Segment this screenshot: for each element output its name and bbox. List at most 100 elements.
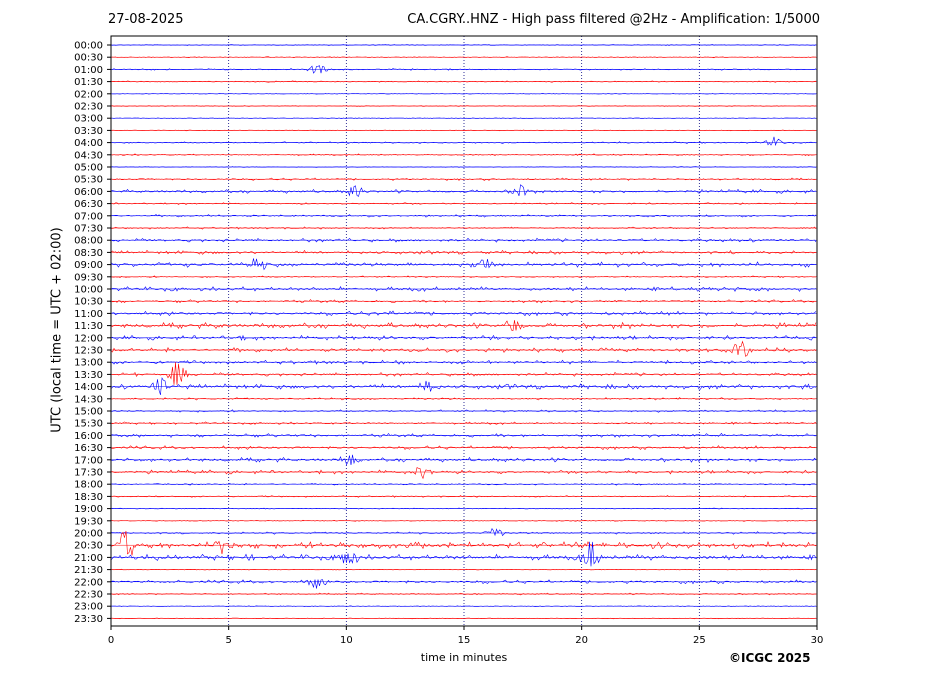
seismic-trace-0830: [110, 249, 816, 255]
seismic-trace-1100: [110, 310, 817, 317]
y-tick-label: 21:30: [74, 565, 103, 576]
seismic-trace-0430: [110, 153, 817, 157]
seismic-trace-2330: [111, 617, 817, 620]
chart-title: CA.CGRY..HNZ - High pass filtered @2Hz -…: [407, 12, 820, 27]
y-tick-label: 14:30: [74, 394, 103, 405]
trace-rows: [111, 44, 817, 619]
seismic-trace-1230: [110, 340, 817, 357]
y-tick-label: 01:30: [74, 77, 103, 88]
copyright-notice: ©ICGC 2025: [729, 651, 811, 665]
seismic-trace-2200: [110, 579, 816, 589]
x-tick-label: 10: [340, 635, 353, 646]
seismic-trace-0200: [110, 93, 817, 95]
y-tick-label: 11:00: [74, 309, 103, 320]
seismic-trace-0500: [110, 166, 817, 168]
y-tick-label: 20:30: [74, 541, 103, 552]
seismic-trace-1330: [110, 362, 817, 385]
seismic-trace-2000: [110, 527, 817, 537]
y-tick-label: 03:30: [74, 126, 103, 137]
seismic-trace-1830: [110, 495, 817, 498]
seismic-trace-0630: [111, 202, 817, 205]
seismic-trace-1930: [110, 519, 817, 522]
y-tick-label: 07:30: [74, 224, 103, 235]
y-tick-label: 02:00: [74, 89, 103, 100]
seismic-trace-1000: [110, 286, 817, 292]
seismic-trace-0800: [110, 237, 817, 243]
y-tick-label: 00:00: [74, 41, 103, 52]
seismic-trace-2300: [110, 605, 817, 607]
y-tick-label: 08:00: [74, 236, 103, 247]
seismic-trace-1300: [110, 359, 817, 365]
plot-date: 27-08-2025: [108, 12, 184, 27]
x-tick-label: 20: [575, 635, 588, 646]
y-tick-label: 17:30: [74, 468, 103, 479]
y-tick-label: 18:30: [74, 492, 103, 503]
y-tick-label: 13:00: [74, 358, 103, 369]
seismic-trace-0300: [111, 117, 817, 119]
seismic-trace-0100: [111, 65, 817, 74]
y-tick-label: 16:30: [74, 443, 103, 454]
seismic-trace-1200: [110, 334, 817, 342]
seismic-trace-1030: [110, 299, 817, 304]
seismic-trace-2030: [110, 530, 817, 556]
seismic-trace-1730: [110, 467, 817, 480]
seismic-trace-1530: [110, 421, 817, 425]
seismic-trace-1500: [111, 409, 817, 413]
seismic-trace-0600: [110, 184, 817, 197]
x-tick-label: 15: [458, 635, 471, 646]
x-tick-label: 0: [108, 635, 114, 646]
y-tick-label: 05:00: [74, 163, 103, 174]
y-tick-label: 18:00: [74, 480, 103, 491]
y-tick-label: 19:30: [74, 516, 103, 527]
y-tick-label: 12:30: [74, 346, 103, 357]
x-tick-label: 5: [225, 635, 231, 646]
seismic-trace-0900: [110, 258, 817, 271]
seismic-trace-0130: [110, 80, 817, 83]
seismic-trace-0700: [110, 214, 817, 218]
y-tick-label: 14:00: [74, 382, 103, 393]
y-tick-label: 23:30: [74, 614, 103, 625]
seismic-traces: [110, 44, 817, 620]
seismic-trace-0230: [110, 105, 817, 107]
y-tick-label: 00:30: [74, 53, 103, 64]
y-tick-label: 17:00: [74, 455, 103, 466]
y-tick-label: 16:00: [74, 431, 103, 442]
y-tick-label: 09:00: [74, 260, 103, 271]
seismic-trace-2230: [110, 592, 816, 596]
y-tick-label: 04:30: [74, 150, 103, 161]
y-tick-label: 04:00: [74, 138, 103, 149]
seismic-trace-0400: [110, 136, 817, 147]
seismic-trace-1130: [110, 320, 817, 331]
seismic-trace-2130: [111, 568, 817, 571]
y-tick-label: 10:30: [74, 297, 103, 308]
y-tick-label: 05:30: [74, 175, 103, 186]
y-tick-label: 07:00: [74, 211, 103, 222]
y-tick-label: 12:00: [74, 333, 103, 344]
seismic-trace-1430: [110, 397, 817, 401]
x-tick-label: 30: [811, 635, 824, 646]
y-tick-label: 06:30: [74, 199, 103, 210]
y-tick-label: 01:00: [74, 65, 103, 76]
y-tick-label: 19:00: [74, 504, 103, 515]
y-tick-label: 02:30: [74, 102, 103, 113]
y-tick-label: 06:00: [74, 187, 103, 198]
seismic-trace-0030: [110, 56, 817, 59]
seismic-trace-1630: [110, 445, 817, 451]
x-axis-label: time in minutes: [420, 651, 508, 664]
seismic-trace-1600: [110, 432, 816, 438]
seismic-trace-0730: [111, 226, 817, 230]
y-tick-label: 09:30: [74, 272, 103, 283]
y-tick-label: 22:30: [74, 590, 103, 601]
y-tick-label: 10:00: [74, 285, 103, 296]
y-tick-label: 15:00: [74, 407, 103, 418]
y-tick-label: 11:30: [74, 321, 103, 332]
seismic-trace-1400: [110, 377, 817, 395]
y-tick-label: 20:00: [74, 529, 103, 540]
x-tick-label: 25: [693, 635, 706, 646]
x-tick-labels: 0 5 10 15 20 25 30: [108, 626, 824, 646]
seismic-trace-0930: [110, 275, 817, 279]
y-tick-label: 23:00: [74, 602, 103, 613]
y-tick-label: 21:00: [74, 553, 103, 564]
